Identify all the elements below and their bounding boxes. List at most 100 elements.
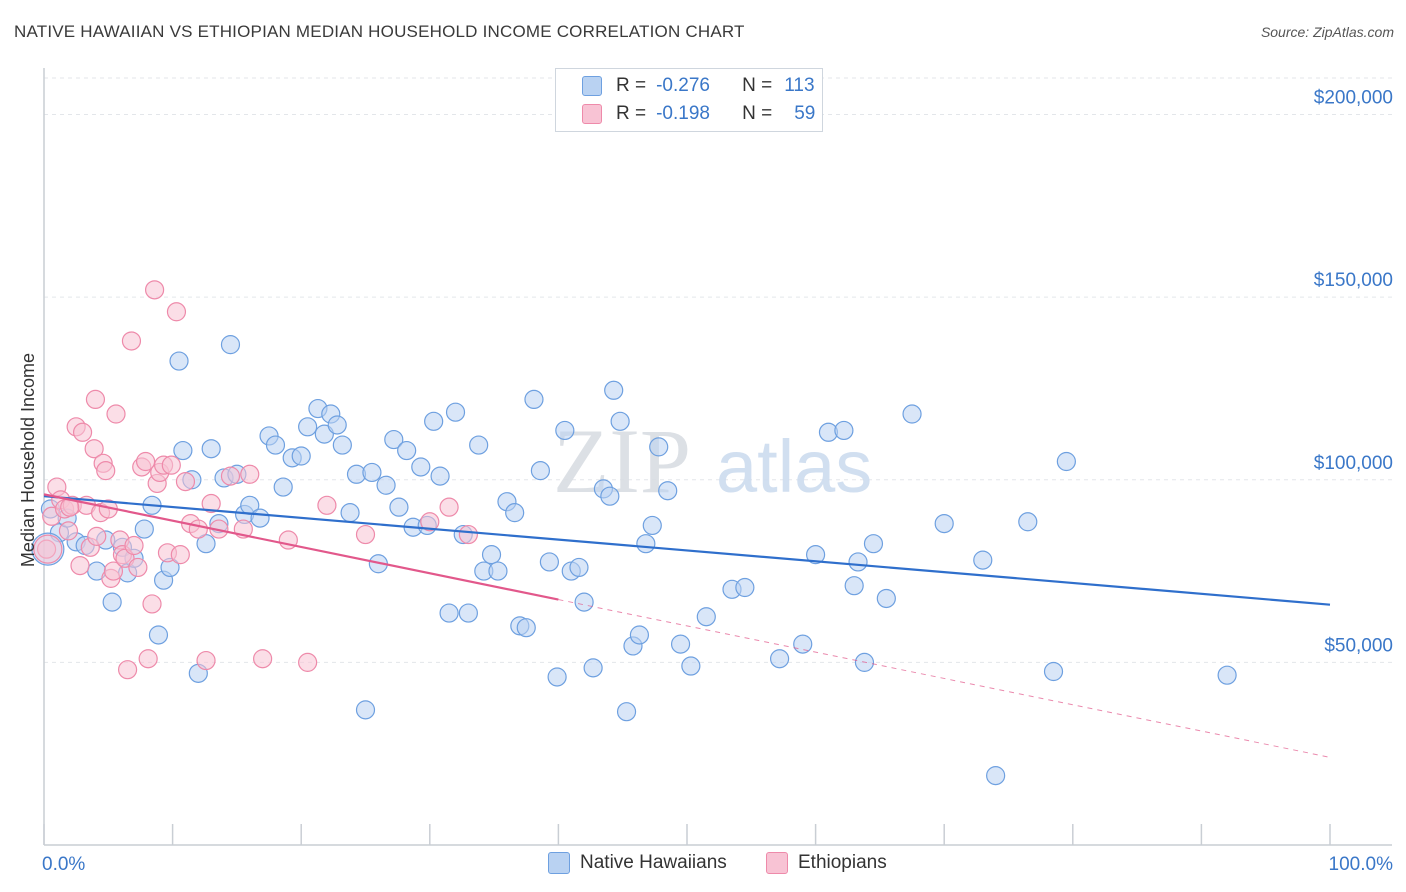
data-point	[445, 402, 466, 422]
data-point	[250, 508, 270, 528]
n-label: N =	[742, 75, 773, 96]
data-point	[411, 457, 431, 477]
data-point	[103, 561, 124, 581]
data-point	[72, 422, 93, 442]
data-point	[642, 515, 662, 536]
data-point	[173, 440, 193, 461]
ethiopians-points	[33, 280, 478, 680]
data-point	[161, 455, 181, 475]
data-point	[973, 550, 993, 570]
x-tick-label-max: 100.0%	[1329, 854, 1394, 875]
data-point	[362, 462, 382, 483]
data-point	[1043, 661, 1064, 682]
data-point	[986, 766, 1006, 786]
data-point	[574, 592, 594, 612]
data-point	[696, 607, 716, 627]
data-point	[600, 486, 620, 506]
data-point	[240, 464, 260, 484]
legend-swatch-native-hawaiians	[548, 852, 570, 874]
n-value-ethiopians: 59	[794, 103, 816, 124]
data-point	[424, 411, 444, 431]
r-value-ethiopians: -0.198	[656, 103, 710, 124]
data-point	[439, 497, 459, 517]
data-point	[834, 420, 854, 441]
legend-label-native-hawaiians: Native Hawaiians	[580, 852, 727, 873]
legend-item-native-hawaiians[interactable]: Native Hawaiians	[548, 852, 727, 874]
data-point	[169, 351, 189, 371]
data-point	[384, 429, 404, 450]
data-point	[793, 634, 813, 654]
legend-item-ethiopians[interactable]: Ethiopians	[766, 852, 887, 874]
data-point	[291, 446, 311, 466]
data-point	[934, 513, 954, 534]
data-point	[524, 389, 544, 410]
data-point	[1217, 665, 1237, 685]
data-point	[85, 389, 106, 410]
data-point	[629, 625, 650, 645]
data-point	[84, 439, 104, 459]
native-hawaiians-points	[31, 335, 1237, 786]
data-point	[201, 493, 221, 514]
data-point	[735, 577, 755, 598]
data-point	[420, 512, 440, 532]
data-point	[610, 411, 630, 431]
data-point	[649, 437, 669, 457]
legend-swatch-native-hawaiians	[582, 76, 602, 96]
legend-row-ethiopians: R = -0.198 N = 59	[582, 101, 815, 127]
data-point	[355, 700, 376, 720]
chart-title: NATIVE HAWAIIAN VS ETHIOPIAN MEDIAN HOUS…	[14, 22, 745, 41]
data-point	[96, 461, 116, 481]
data-point-cluster	[33, 534, 63, 564]
data-point	[439, 603, 459, 623]
data-point	[106, 404, 126, 424]
data-point	[397, 440, 417, 461]
data-point	[298, 652, 318, 672]
data-point	[87, 526, 107, 546]
data-point	[1018, 512, 1038, 532]
data-point	[220, 466, 241, 486]
stats-legend: R = -0.276 N = 113 R = -0.198 N = 59	[555, 68, 823, 132]
data-point	[505, 503, 525, 523]
data-point	[583, 658, 603, 678]
data-point	[188, 519, 208, 539]
data-point	[142, 594, 162, 614]
n-label: N =	[742, 103, 773, 124]
y-tick-label: $200,000	[1314, 88, 1393, 109]
data-point	[658, 481, 678, 501]
tick-labels: $50,000 $100,000 $150,000 $200,000 0.0% 100.0…	[18, 88, 1393, 875]
legend-swatch-ethiopians	[766, 852, 788, 874]
data-point	[36, 539, 57, 559]
trend-line-dashed	[558, 599, 1331, 758]
data-point	[144, 280, 165, 300]
trend-line-solid	[43, 493, 559, 601]
data-point	[128, 557, 148, 578]
data-point	[488, 561, 508, 581]
trend-line-solid	[43, 495, 1331, 606]
data-point	[134, 519, 154, 539]
data-point	[121, 331, 142, 351]
data-point	[458, 603, 478, 623]
data-point	[332, 435, 352, 455]
data-point	[201, 439, 221, 459]
data-point	[616, 702, 637, 722]
data-point	[135, 451, 156, 472]
legend-row-native-hawaiians: R = -0.276 N = 113	[582, 73, 815, 99]
data-point	[265, 435, 286, 455]
data-point	[327, 415, 347, 435]
legend-label-ethiopians: Ethiopians	[798, 852, 887, 873]
data-point	[670, 634, 691, 654]
legend-swatch-ethiopians	[582, 104, 602, 124]
data-point	[458, 524, 478, 545]
r-label: R =	[616, 75, 647, 96]
data-point	[376, 475, 396, 495]
data-point	[355, 524, 376, 545]
data-point	[516, 618, 536, 638]
data-point	[124, 535, 144, 556]
data-point	[547, 667, 567, 687]
data-point	[273, 477, 293, 497]
y-tick-label: $100,000	[1314, 453, 1393, 474]
n-value-native-hawaiians: 113	[784, 75, 815, 96]
y-tick-label: $150,000	[1314, 270, 1393, 291]
data-point	[848, 552, 868, 572]
data-point	[604, 380, 624, 400]
